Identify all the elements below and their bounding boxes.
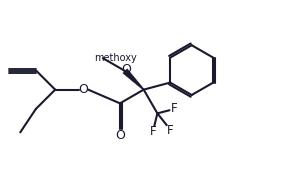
- Text: F: F: [171, 102, 178, 115]
- Text: O: O: [115, 129, 125, 142]
- Text: methoxy: methoxy: [94, 53, 137, 63]
- Polygon shape: [123, 69, 144, 90]
- Text: F: F: [149, 125, 156, 138]
- Text: O: O: [78, 83, 88, 96]
- Text: O: O: [121, 63, 132, 76]
- Text: F: F: [167, 124, 174, 137]
